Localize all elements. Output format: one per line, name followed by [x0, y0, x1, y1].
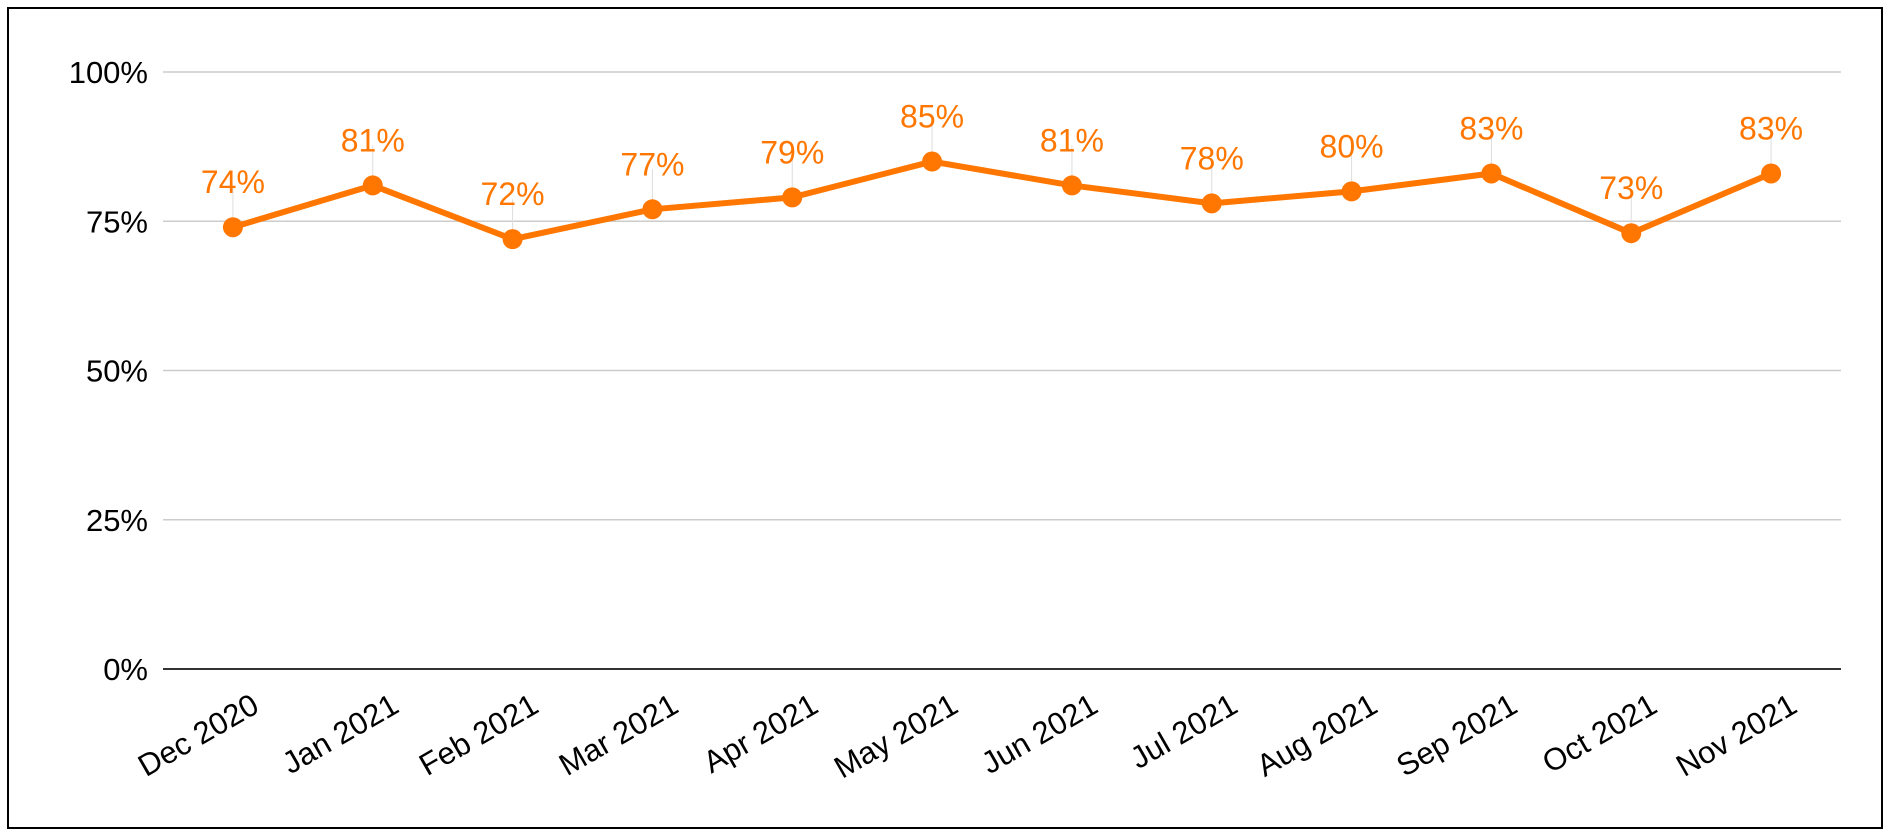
data-point: [1481, 163, 1502, 184]
label-connectors: [232, 121, 1772, 230]
data-label: 72%: [481, 176, 545, 212]
data-point: [1621, 223, 1642, 244]
x-tick-label: Sep 2021: [1390, 687, 1522, 784]
data-label: 73%: [1599, 170, 1663, 206]
x-tick-label: Mar 2021: [553, 687, 684, 783]
x-axis-tick-labels: Dec 2020 Jan 2021 Feb 2021 Mar 2021 Apr 2021…: [132, 687, 1803, 785]
x-tick-label: Dec 2020: [132, 687, 264, 784]
data-label: 79%: [760, 134, 824, 170]
x-tick-label: Nov 2021: [1670, 687, 1802, 784]
y-tick-label: 75%: [86, 204, 148, 239]
x-tick-label: Jul 2021: [1124, 687, 1243, 776]
data-point: [222, 217, 243, 238]
data-label: 85%: [900, 99, 964, 135]
x-tick-label: Apr 2021: [697, 687, 823, 780]
series-line-path: [229, 158, 1775, 243]
data-point: [782, 187, 803, 208]
data-point: [1341, 181, 1362, 202]
data-point: [1201, 193, 1222, 214]
data-label: 78%: [1180, 140, 1244, 176]
y-tick-label: 50%: [86, 354, 148, 389]
data-label: 80%: [1320, 128, 1384, 164]
data-label: 83%: [1739, 110, 1803, 146]
data-point: [642, 199, 663, 220]
data-label: 74%: [201, 164, 265, 200]
y-tick-label: 100%: [69, 55, 148, 90]
data-label: 77%: [620, 146, 684, 182]
data-label: 81%: [1040, 122, 1104, 158]
data-point: [1761, 163, 1782, 184]
y-tick-label: 25%: [86, 503, 148, 538]
x-tick-label: Jan 2021: [276, 687, 404, 781]
x-tick-label: Jun 2021: [975, 687, 1103, 781]
data-point: [922, 151, 943, 172]
data-point: [502, 229, 523, 250]
x-tick-label: Oct 2021: [1536, 687, 1662, 780]
y-tick-label: 0%: [103, 652, 148, 687]
x-tick-label: Feb 2021: [413, 687, 544, 783]
x-tick-label: Aug 2021: [1251, 687, 1383, 784]
gridlines: [163, 71, 1841, 521]
data-labels: 74% 81% 72% 77% 79% 85% 81% 78% 80% 83% 73% 83%: [201, 99, 1803, 213]
data-point: [1061, 175, 1082, 196]
data-label: 81%: [341, 122, 405, 158]
series-line: [229, 158, 1775, 243]
chart-frame: [7, 7, 1883, 829]
data-point: [362, 175, 383, 196]
data-points: [222, 151, 1782, 250]
y-axis-tick-labels: 0% 25% 50% 75% 100%: [69, 55, 148, 687]
x-tick-label: May 2021: [828, 687, 963, 785]
data-label: 83%: [1459, 110, 1523, 146]
